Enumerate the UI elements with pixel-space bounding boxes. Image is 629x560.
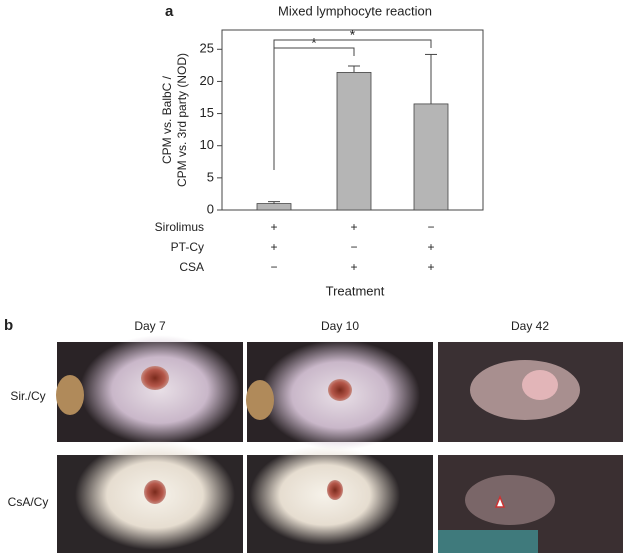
y-tick-label: 20 — [200, 73, 214, 88]
treatment-sign: + — [350, 220, 357, 234]
photo — [438, 342, 623, 442]
treatment-label: PT-Cy — [171, 240, 204, 254]
photo — [56, 335, 243, 445]
y-axis-label-line: CPM vs. BalbC / — [160, 75, 174, 164]
column-header: Day 7 — [134, 319, 166, 333]
y-tick-label: 25 — [200, 41, 214, 56]
column-header: Day 42 — [511, 319, 549, 333]
row-header: Sir./Cy — [10, 389, 45, 403]
y-tick-label: 15 — [200, 105, 214, 120]
bar — [413, 103, 449, 211]
panel-label: a — [165, 3, 174, 20]
treatment-sign: − — [270, 260, 277, 274]
treatment-sign: + — [270, 220, 277, 234]
y-tick-label: 10 — [200, 137, 214, 152]
bar — [256, 203, 292, 211]
photo — [246, 340, 433, 450]
y-axis-label: CPM vs. BalbC / CPM vs. 3rd party (NOD) — [160, 53, 189, 187]
panel-label: b — [4, 317, 13, 334]
chart-title: Mixed lymphocyte reaction — [278, 3, 432, 18]
photo — [57, 440, 243, 553]
treatment-sign: + — [427, 240, 434, 254]
photo — [247, 445, 433, 553]
y-axis-label-line: CPM vs. 3rd party (NOD) — [175, 53, 189, 187]
bar — [336, 72, 372, 211]
photo — [438, 455, 623, 553]
treatment-sign: + — [350, 260, 357, 274]
treatment-sign: − — [427, 220, 434, 234]
significance-label: * — [311, 35, 317, 51]
x-axis-label: Treatment — [326, 283, 385, 298]
treatment-sign: + — [270, 240, 277, 254]
significance-bracket — [273, 39, 432, 170]
significance-label: * — [350, 27, 356, 43]
column-header: Day 10 — [321, 319, 359, 333]
row-header: CsA/Cy — [8, 495, 49, 509]
treatment-label: CSA — [179, 260, 204, 274]
treatment-sign: − — [350, 240, 357, 254]
treatment-sign: + — [427, 260, 434, 274]
treatment-label: Sirolimus — [155, 220, 204, 234]
y-tick-label: 5 — [207, 169, 214, 184]
y-tick-label: 0 — [207, 201, 214, 216]
